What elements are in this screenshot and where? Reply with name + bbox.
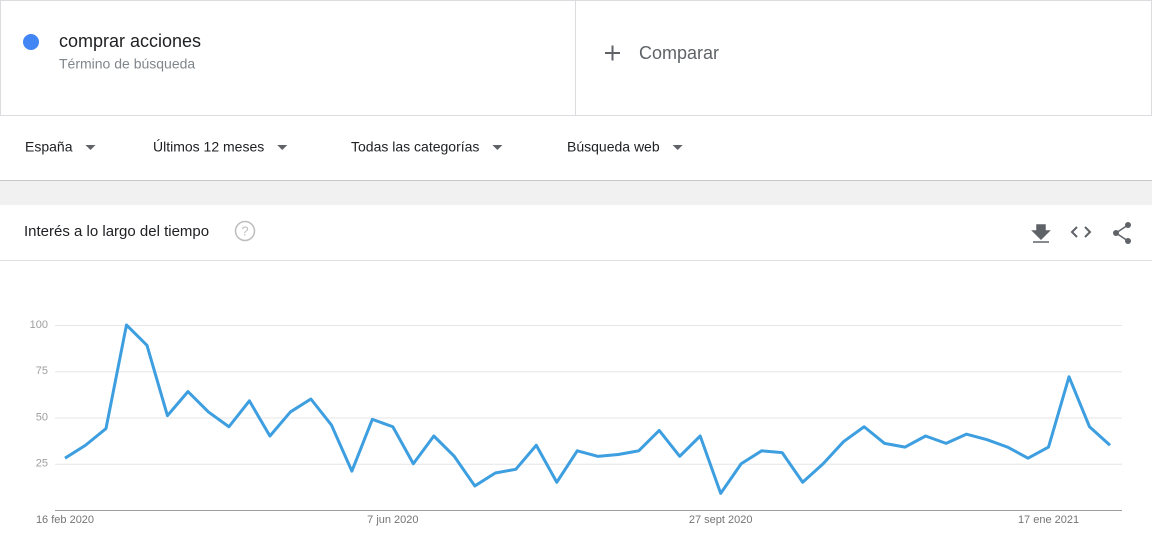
filter-label[interactable]: Todas las categorías — [351, 139, 479, 155]
compare[interactable]: Comparar — [639, 43, 719, 63]
share-lines — [1114, 224, 1129, 242]
dropdown-arrow — [277, 145, 288, 150]
term-card[interactable] — [0, 0, 576, 116]
y-tick-label: 25 — [36, 458, 48, 470]
term-type: Término de búsqueda — [59, 56, 195, 72]
x-tick-label: 17 ene 2021 — [1018, 514, 1079, 526]
y-tick-label: 50 — [36, 411, 48, 423]
help-icon[interactable] — [234, 220, 256, 242]
dropdown-arrow — [85, 145, 96, 150]
download-icon[interactable] — [1031, 224, 1051, 243]
filter-label[interactable]: Últimos 12 meses — [153, 139, 264, 155]
x-tick-label: 16 feb 2020 — [36, 514, 94, 526]
y-tick-label: 100 — [30, 319, 48, 331]
plus-icon — [605, 45, 620, 61]
dropdown-arrow — [492, 145, 503, 150]
dropdown-arrow — [672, 145, 683, 150]
term: comprar acciones — [59, 31, 201, 51]
y-tick-label: 75 — [36, 365, 48, 377]
chart-title: Interés a lo largo del tiempo — [24, 223, 209, 240]
embed-icon[interactable] — [1070, 226, 1092, 238]
plot: 25 50 75 100 16 feb 2020 7 jun 2020 27 sept 20… — [30, 319, 1122, 526]
series-line — [64, 323, 1112, 495]
help-icon-glyph: ? — [241, 223, 248, 238]
filter-label[interactable]: España — [25, 139, 73, 155]
separator — [0, 180, 1152, 205]
filter-label[interactable]: Búsqueda web — [567, 139, 660, 155]
term-dot — [23, 34, 39, 50]
compare-card[interactable] — [575, 0, 1152, 116]
filters: España Últimos 12 meses Todas las categorí… — [25, 139, 683, 155]
x-tick-label: 27 sept 2020 — [689, 514, 753, 526]
x-tick-label: 7 jun 2020 — [367, 514, 418, 526]
share-icon[interactable] — [1113, 222, 1131, 244]
